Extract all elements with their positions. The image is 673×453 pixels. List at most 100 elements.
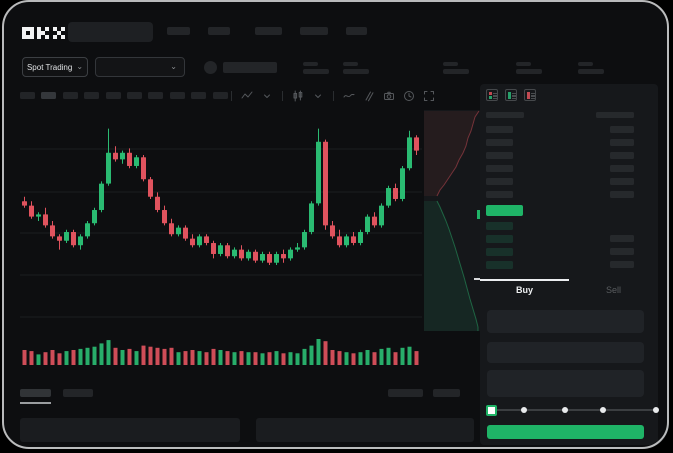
orders-filter-placeholder[interactable] [388, 389, 423, 397]
ask-price-placeholder[interactable] [486, 126, 513, 133]
pair-dropdown[interactable]: ⌄ [95, 57, 185, 77]
bid-price-placeholder[interactable] [486, 248, 513, 256]
timeframe-button[interactable] [84, 92, 100, 99]
active-orders-tab-underline [20, 402, 51, 404]
timeframe-button[interactable] [105, 92, 121, 99]
market-type-label: Spot Trading [26, 62, 73, 72]
stat-value-placeholder [303, 69, 329, 74]
top-nav [167, 27, 367, 35]
total-input-placeholder[interactable] [487, 370, 644, 397]
search-box-placeholder[interactable] [68, 22, 153, 42]
app-window: Spot Trading ⌄ ⌄ [4, 2, 669, 449]
toolbar-divider [231, 91, 232, 101]
tab-buy[interactable]: Buy [515, 285, 533, 295]
nav-item-placeholder[interactable] [208, 27, 230, 35]
okx-logo[interactable] [22, 27, 65, 39]
side-tabs: Buy Sell [480, 279, 658, 301]
slider-stop[interactable] [521, 407, 527, 413]
chevron-down-icon[interactable] [312, 90, 324, 102]
timeframe-button[interactable] [212, 92, 228, 99]
slider-handle[interactable] [486, 405, 497, 416]
stat-value-placeholder [343, 69, 369, 74]
buy-submit-button[interactable] [487, 425, 644, 439]
pair-name-placeholder [223, 62, 277, 73]
amount-input-placeholder[interactable] [487, 342, 644, 363]
slider-stop[interactable] [653, 407, 659, 413]
ticker-stat-placeholder [516, 62, 542, 74]
ask-price-placeholder[interactable] [486, 191, 513, 198]
orders-tab-placeholder[interactable] [20, 389, 51, 397]
orderbook-panel: Buy Sell [480, 84, 659, 445]
amount-slider[interactable] [486, 405, 659, 416]
coin-icon-placeholder [204, 61, 217, 74]
nav-item-placeholder[interactable] [300, 27, 328, 35]
stat-label-placeholder [578, 62, 593, 66]
ask-amount-placeholder [610, 178, 634, 185]
bid-amount-placeholder [610, 261, 634, 268]
candle-style-icon[interactable] [292, 90, 304, 102]
orders-tab-placeholder[interactable] [63, 389, 93, 397]
camera-icon[interactable] [383, 90, 395, 102]
bid-price-placeholder[interactable] [486, 222, 513, 230]
chevron-down-icon[interactable] [261, 90, 273, 102]
last-price-highlight[interactable] [486, 205, 523, 216]
timeframe-button[interactable] [127, 92, 142, 99]
stat-value-placeholder [443, 69, 469, 74]
nav-item-placeholder[interactable] [167, 27, 190, 35]
book-header-placeholder [596, 112, 634, 118]
stat-label-placeholder [343, 62, 358, 66]
timeframe-button[interactable] [191, 92, 207, 99]
timeframe-button[interactable] [169, 92, 185, 99]
ticker-stat-placeholder [303, 62, 329, 74]
chart-tools [226, 90, 439, 102]
stat-label-placeholder [303, 62, 318, 66]
ask-amount-placeholder [610, 152, 634, 159]
timeframe-button[interactable] [62, 92, 78, 99]
nav-item-placeholder[interactable] [346, 27, 367, 35]
book-combined-icon[interactable] [486, 89, 498, 101]
bid-amount-placeholder [610, 248, 634, 255]
trend-line-icon[interactable] [241, 90, 253, 102]
book-asks-icon[interactable] [524, 89, 536, 101]
bid-price-placeholder[interactable] [486, 235, 513, 243]
orders-filter-placeholder[interactable] [433, 389, 460, 397]
toolbar-divider [333, 91, 334, 101]
timeframe-button[interactable] [20, 92, 35, 99]
nav-item-placeholder[interactable] [255, 27, 282, 35]
ask-price-placeholder[interactable] [486, 139, 513, 146]
ask-amount-placeholder [610, 165, 634, 172]
price-input-placeholder[interactable] [487, 310, 644, 333]
ask-amount-placeholder [610, 139, 634, 146]
expand-icon[interactable] [423, 90, 435, 102]
stat-label-placeholder [443, 62, 458, 66]
tab-sell[interactable]: Sell [605, 285, 621, 295]
toolbar-divider [282, 91, 283, 101]
market-type-selector[interactable]: Spot Trading ⌄ [22, 57, 88, 77]
candlestick-chart[interactable] [4, 2, 669, 449]
timeframe-selector [20, 92, 230, 99]
bid-price-placeholder[interactable] [486, 261, 513, 269]
book-header-placeholder [486, 112, 524, 118]
ticker-stat-placeholder [343, 62, 369, 74]
slider-stop[interactable] [562, 407, 568, 413]
timeframe-button[interactable] [41, 92, 57, 99]
chevron-down-icon: ⌄ [170, 62, 177, 71]
ask-amount-placeholder [610, 126, 634, 133]
clock-icon[interactable] [403, 90, 415, 102]
ask-price-placeholder[interactable] [486, 152, 513, 159]
ticker-stat-placeholder [578, 62, 604, 74]
curve-icon[interactable] [343, 90, 355, 102]
orders-tabs [20, 389, 105, 397]
timeframe-button[interactable] [148, 92, 164, 99]
ticker-stat-placeholder [443, 62, 469, 74]
orders-column-placeholder [256, 418, 474, 442]
book-bids-icon[interactable] [505, 89, 517, 101]
stat-value-placeholder [516, 69, 542, 74]
ask-price-placeholder[interactable] [486, 165, 513, 172]
parallel-lines-icon[interactable] [363, 90, 375, 102]
bid-amount-placeholder [610, 235, 634, 242]
chevron-down-icon: ⌄ [76, 62, 84, 71]
ask-price-placeholder[interactable] [486, 178, 513, 185]
slider-stop[interactable] [600, 407, 606, 413]
